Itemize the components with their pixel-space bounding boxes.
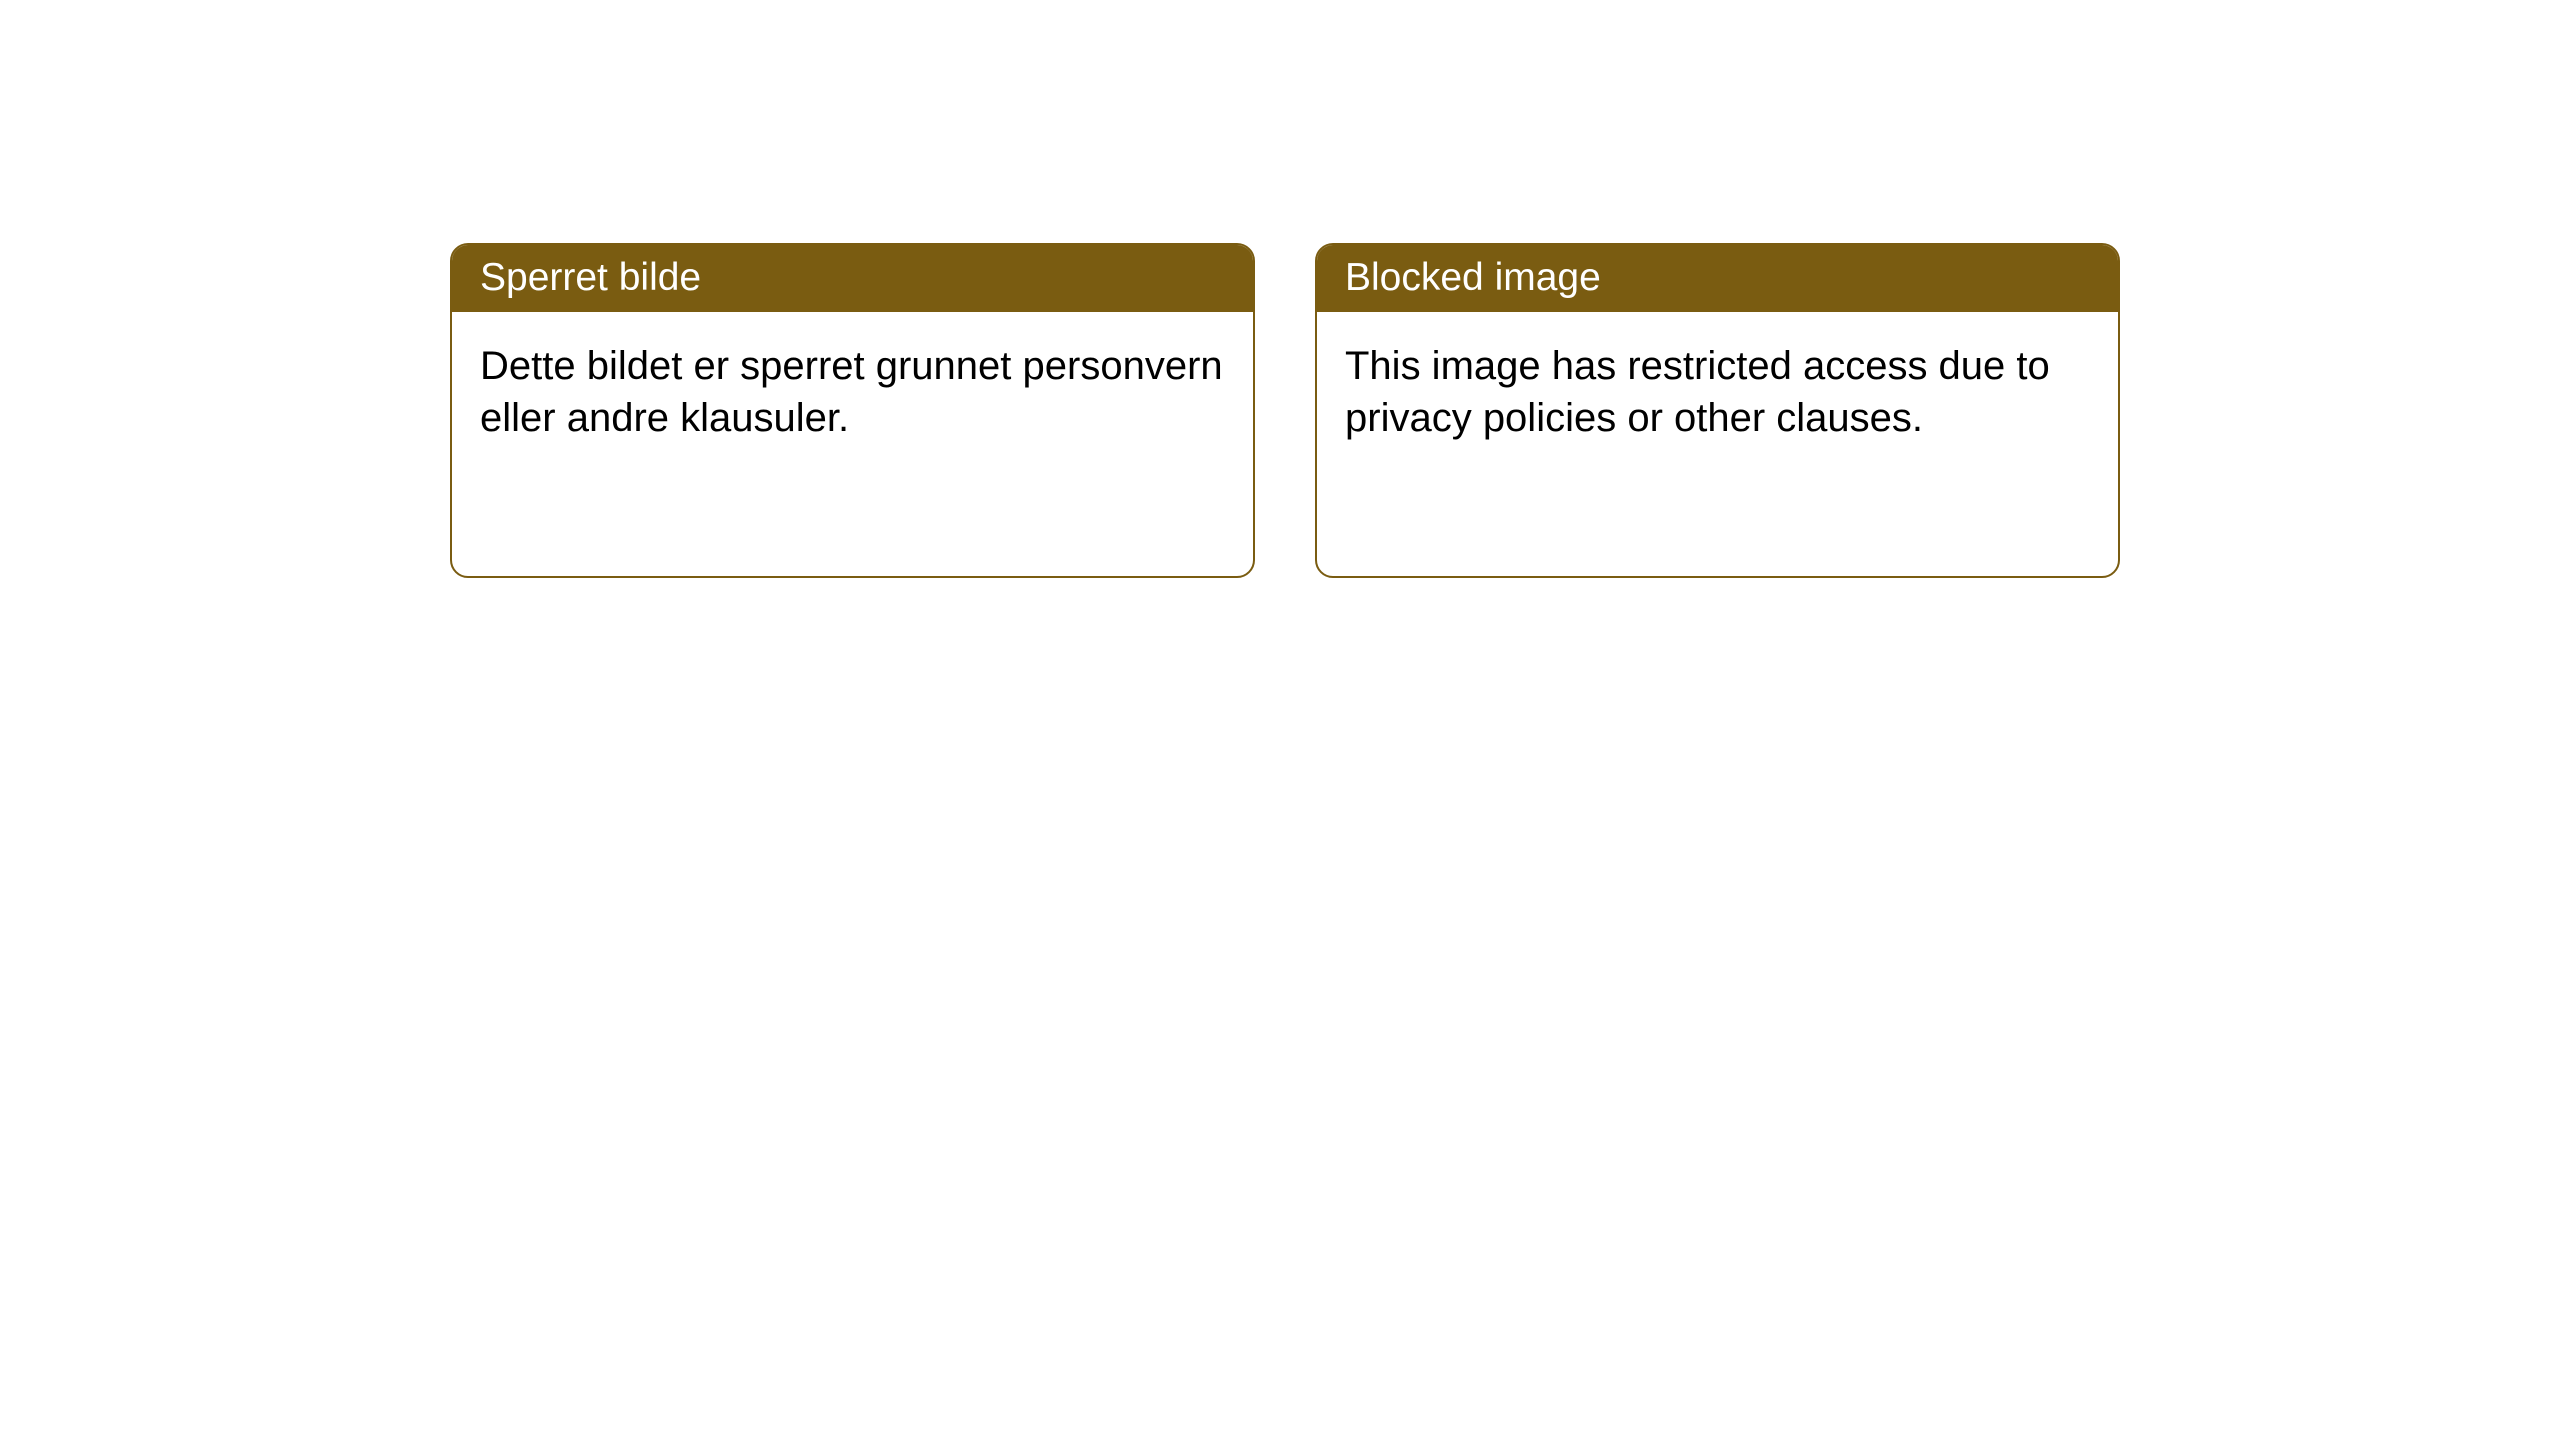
card-title-no: Sperret bilde [480, 256, 701, 299]
card-header-en: Blocked image [1317, 245, 2118, 312]
card-body-en: This image has restricted access due to … [1317, 312, 2118, 472]
card-title-en: Blocked image [1345, 256, 1601, 299]
cards-container: Sperret bilde Dette bildet er sperret gr… [450, 243, 2120, 578]
card-message-en: This image has restricted access due to … [1345, 344, 2050, 440]
card-body-no: Dette bildet er sperret grunnet personve… [452, 312, 1253, 472]
blocked-image-card-en: Blocked image This image has restricted … [1315, 243, 2120, 578]
blocked-image-card-no: Sperret bilde Dette bildet er sperret gr… [450, 243, 1255, 578]
card-header-no: Sperret bilde [452, 245, 1253, 312]
card-message-no: Dette bildet er sperret grunnet personve… [480, 344, 1223, 440]
